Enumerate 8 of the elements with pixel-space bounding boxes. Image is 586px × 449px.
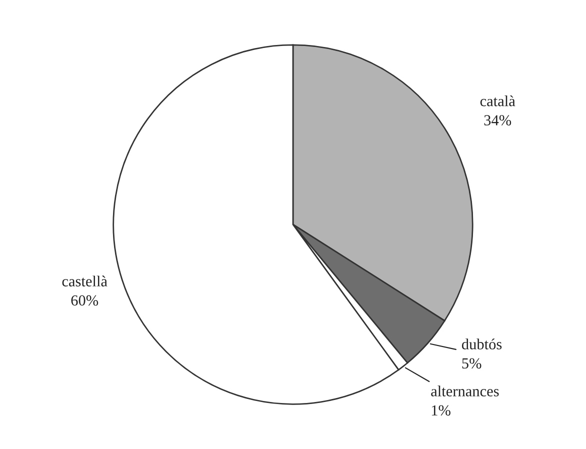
slice-label: català bbox=[480, 95, 516, 106]
data-label: 34% bbox=[484, 115, 512, 126]
data-label: 1% bbox=[432, 405, 450, 416]
slice-label: castellà bbox=[62, 276, 108, 286]
slice-label: alternances bbox=[431, 386, 499, 396]
data-label: 60% bbox=[71, 295, 98, 306]
slice-label: dubtós bbox=[462, 338, 502, 350]
data-label: 5% bbox=[462, 358, 482, 369]
